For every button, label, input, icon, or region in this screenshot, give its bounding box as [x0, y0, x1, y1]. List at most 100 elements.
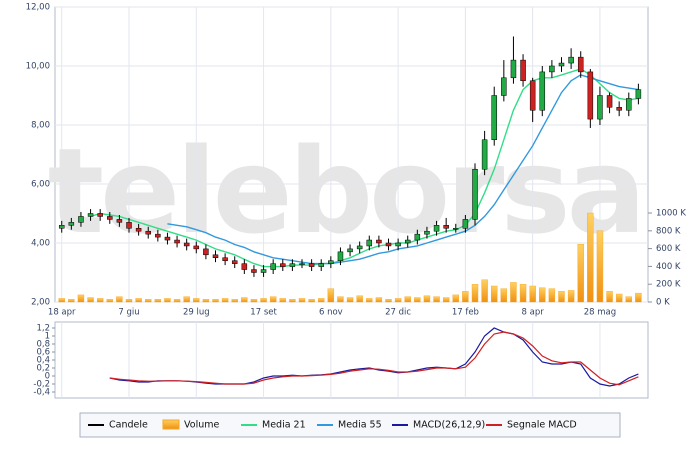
y2-tick-label: 1000 K [656, 209, 686, 219]
legend-label: Volume [184, 420, 219, 431]
candle-body [510, 59, 517, 79]
candle-body [212, 254, 219, 259]
volume-bar [567, 290, 575, 303]
candle-body [155, 233, 161, 238]
volume-bar [375, 297, 383, 303]
volume-bar [96, 298, 104, 303]
candle-body [318, 263, 324, 267]
volume-bar [221, 298, 229, 303]
volume-bar [548, 288, 556, 303]
moving-average [167, 74, 639, 265]
candle-body [568, 56, 574, 64]
volume-bar [279, 298, 286, 303]
candle-body [616, 107, 622, 111]
volume-bar [231, 299, 238, 303]
volume-bar [183, 296, 190, 303]
y2-tick-label: 800 K [656, 226, 681, 236]
candle-body [472, 169, 478, 220]
macd-line [109, 331, 639, 386]
volume-bar [500, 288, 508, 303]
legend-label: Media 21 [262, 420, 306, 431]
volume-bar [491, 285, 498, 303]
candle-body [193, 245, 200, 250]
volume-bar [529, 285, 536, 303]
volume-bar [539, 287, 546, 303]
x-tick-label: 7 giu [118, 308, 139, 318]
volume-bar [269, 296, 277, 303]
candle-body [606, 95, 613, 108]
volume-bar [116, 296, 123, 303]
y-tick-label: 6,00 [31, 180, 50, 190]
volume-bar [212, 299, 219, 303]
volume-bar [471, 284, 479, 303]
legend-label: Candele [109, 420, 148, 431]
candle-body [404, 239, 411, 244]
volume-bar [173, 299, 181, 303]
volume-bar [125, 299, 133, 303]
candle-body [145, 230, 151, 235]
candle-body [577, 56, 584, 73]
candle-body [385, 242, 392, 247]
volume-bar [135, 298, 142, 303]
volume-bar [596, 230, 604, 303]
y-tick-label: -0,4 [33, 388, 50, 398]
volume-bar [58, 298, 65, 303]
volume-bar [615, 293, 623, 303]
volume-bar [452, 294, 459, 303]
y2-tick-label: 200 K [656, 280, 681, 290]
volume-bar [318, 298, 325, 303]
volume-bar [77, 294, 85, 303]
y-tick-label: 0,4 [36, 356, 50, 366]
candle-body [529, 80, 536, 111]
candle-body [116, 219, 123, 223]
candle-body [491, 95, 497, 140]
y-tick-label: 0,6 [36, 348, 50, 358]
volume-bar [298, 298, 306, 303]
candle-body [231, 260, 238, 264]
x-tick-label: 28 mag [584, 308, 616, 318]
legend-swatch [162, 419, 180, 430]
y-tick-label: 0 [45, 372, 50, 382]
volume-bar [366, 298, 373, 303]
volume-bar [327, 288, 335, 303]
candle-body [87, 213, 94, 217]
candle-body [260, 269, 267, 273]
macd-plot-area [54, 321, 649, 399]
candle-body [366, 239, 373, 247]
candle-body [587, 71, 594, 120]
x-tick-label: 18 apr [48, 308, 76, 318]
volume-bar [241, 297, 248, 303]
candle-body [164, 236, 171, 241]
y2-tick-label: 400 K [656, 262, 681, 272]
candle-body [58, 225, 65, 229]
candle-body [183, 242, 190, 247]
volume-bar [154, 299, 162, 303]
candle-body [97, 213, 103, 217]
candle-body [433, 225, 440, 232]
candle-body [376, 239, 382, 244]
volume-bar [558, 291, 565, 303]
candle-body [635, 89, 642, 99]
volume-bar [587, 212, 594, 303]
x-tick-label: 6 nov [319, 308, 343, 318]
watermark: teleborsa [48, 122, 643, 260]
volume-bar [414, 297, 421, 303]
y-tick-label: 10,00 [26, 62, 50, 72]
volume-bar [442, 297, 450, 303]
candle-body [328, 260, 334, 264]
volume-bar [577, 243, 584, 303]
candle-body [126, 222, 132, 229]
y-tick-label: -0,2 [33, 380, 50, 390]
volume-bar [308, 299, 315, 303]
volume-bar [164, 298, 171, 303]
y-tick-label: 12,00 [26, 3, 50, 13]
y-tick-label: 4,00 [31, 239, 50, 249]
y-tick-label: 2,00 [31, 298, 50, 308]
volume-bar [606, 291, 613, 303]
legend-label: Media 55 [338, 420, 382, 431]
candle-body [78, 216, 84, 223]
volume-bar [337, 296, 344, 303]
candle-body [501, 77, 507, 96]
x-tick-label: 29 lug [183, 308, 210, 318]
